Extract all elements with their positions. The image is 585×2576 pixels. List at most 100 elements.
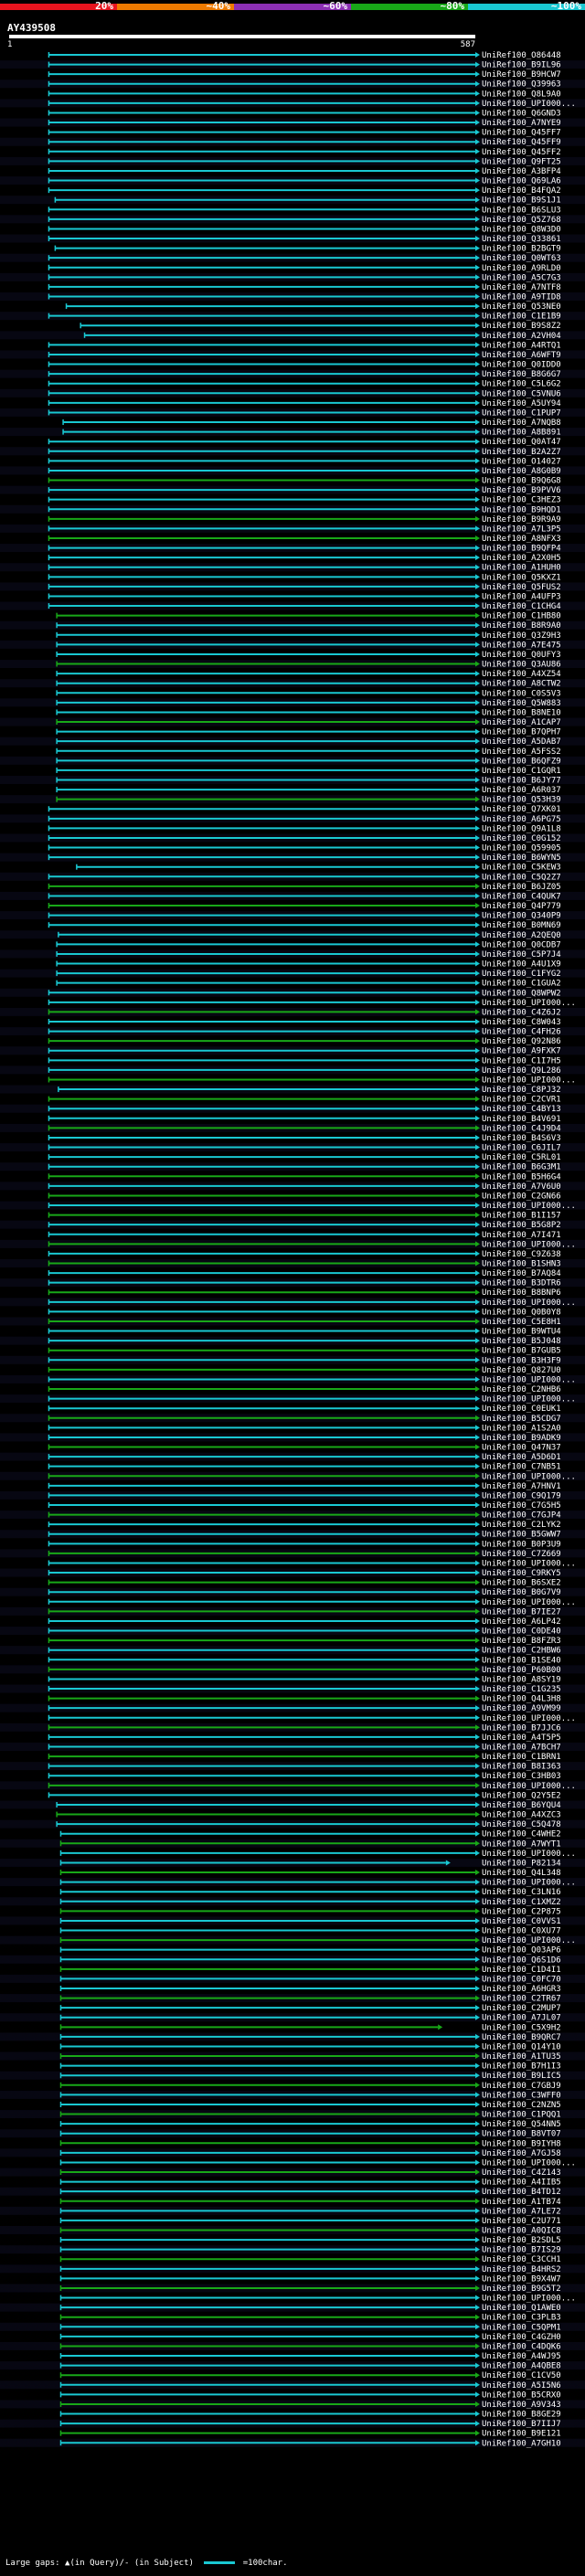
hit-label: UniRef100_A7WYT1	[482, 1839, 561, 1849]
hit-label: UniRef100_B0P3U9	[482, 1540, 561, 1549]
hit-bar-end-arrow	[475, 1570, 480, 1576]
hit-label: UniRef100_Q5Z768	[482, 216, 561, 225]
hit-label: UniRef100_B1SHN3	[482, 1260, 561, 1269]
hit-label: UniRef100_C4WHE2	[482, 1830, 561, 1839]
hit-label: UniRef100_C3HB03	[482, 1772, 561, 1781]
hit-bar-end-arrow	[475, 2305, 480, 2311]
hit-bar-end-arrow	[475, 148, 480, 154]
hit-label: UniRef100_B4FQA2	[482, 186, 561, 196]
hit-bar-end-arrow	[475, 631, 480, 638]
hit-label: UniRef100_A8G0B9	[482, 467, 561, 476]
hit-bar-end-arrow	[475, 2430, 480, 2436]
hit-label: UniRef100_B9HQD1	[482, 505, 561, 514]
hit-label: UniRef100_UPI000...	[482, 1782, 576, 1791]
hit-label: UniRef100_B7IS29	[482, 2246, 561, 2255]
hit-bar-end-arrow	[475, 2324, 480, 2330]
hit-label: UniRef100_A1CAP7	[482, 718, 561, 727]
hit-label: UniRef100_B8R9A0	[482, 621, 561, 631]
hit-label: UniRef100_A8SY19	[482, 1675, 561, 1684]
hit-bar-end-arrow	[475, 1502, 480, 1508]
hit-bar-end-arrow	[475, 110, 480, 116]
hit-label: UniRef100_A3BFP4	[482, 167, 561, 176]
hit-bar-end-arrow	[475, 1318, 480, 1324]
hit-bar-end-arrow	[475, 671, 480, 677]
hit-label: UniRef100_C3PLB3	[482, 2314, 561, 2323]
hit-bar-end-arrow	[475, 2169, 480, 2176]
identity-scale-label: 20%	[95, 0, 113, 12]
hit-label: UniRef100_Q0UFY3	[482, 651, 561, 660]
hit-label: UniRef100_UPI000...	[482, 1375, 576, 1384]
hit-bar-end-arrow	[475, 941, 480, 948]
hit-bar-end-arrow	[475, 1550, 480, 1556]
hit-bar-end-arrow	[475, 641, 480, 648]
hit-label: UniRef100_C0VVS1	[482, 1917, 561, 1926]
hit-bar-end-arrow	[438, 2024, 443, 2030]
hit-label: UniRef100_A2QEQ0	[482, 931, 561, 940]
hit-label: UniRef100_A4UFP3	[482, 592, 561, 601]
hit-label: UniRef100_B9S8Z2	[482, 322, 561, 331]
hit-label: UniRef100_C0DE40	[482, 1627, 561, 1637]
hit-bar-end-arrow	[475, 593, 480, 599]
hit-label: UniRef100_A8B891	[482, 429, 561, 438]
hit-label: UniRef100_C1XMZ2	[482, 1898, 561, 1907]
hit-bar-end-arrow	[475, 1473, 480, 1479]
hit-label: UniRef100_B3H3F9	[482, 1356, 561, 1365]
hit-bar-end-arrow	[475, 1376, 480, 1383]
hit-bar-end-arrow	[475, 283, 480, 290]
hit-bar-end-arrow	[475, 1733, 480, 1740]
hit-bar-end-arrow	[475, 960, 480, 967]
hit-bar-end-arrow	[475, 1087, 480, 1093]
hit-label: UniRef100_Q8L9A0	[482, 90, 561, 99]
hit-label: UniRef100_C5VNU6	[482, 389, 561, 398]
hit-bar-end-arrow	[475, 1115, 480, 1121]
hit-label: UniRef100_B4V691	[482, 1115, 561, 1124]
hit-label: UniRef100_B5GWW7	[482, 1531, 561, 1540]
hit-label: UniRef100_Q0AT47	[482, 438, 561, 447]
hit-bar-end-arrow	[475, 1434, 480, 1440]
hit-label: UniRef100_B7IIJ7	[482, 2420, 561, 2429]
hit-bar-end-arrow	[475, 690, 480, 696]
hit-label: UniRef100_C5L6G2	[482, 380, 561, 389]
hit-bar-end-arrow	[475, 1057, 480, 1064]
hit-label: UniRef100_Q5FUS2	[482, 583, 561, 592]
hit-label: UniRef100_Q59905	[482, 844, 561, 853]
hit-label: UniRef100_UPI000...	[482, 1299, 576, 1308]
hit-label: UniRef100_UPI000...	[482, 1598, 576, 1607]
hit-bar-end-arrow	[475, 2208, 480, 2214]
hit-bar-end-arrow	[475, 2082, 480, 2088]
hit-bar-end-arrow	[475, 806, 480, 812]
hit-label: UniRef100_Q5KXZ1	[482, 573, 561, 582]
hit-bar-end-arrow	[475, 1811, 480, 1818]
hit-bar-end-arrow	[475, 555, 480, 561]
hit-label: UniRef100_C4Z143	[482, 2168, 561, 2178]
hit-label: UniRef100_C4Z6J2	[482, 1008, 561, 1017]
hit-label: UniRef100_C7GBJ9	[482, 2082, 561, 2091]
hit-bar-end-arrow	[475, 2381, 480, 2388]
hit-label: UniRef100_C2U771	[482, 2217, 561, 2226]
hit-label: UniRef100_UPI000...	[482, 1202, 576, 1211]
hit-bar-end-arrow	[475, 1347, 480, 1353]
hit-label: UniRef100_Q0IDD0	[482, 361, 561, 370]
hit-bar-end-arrow	[475, 525, 480, 532]
hit-bar-end-arrow	[475, 950, 480, 957]
hit-bar-end-arrow	[475, 100, 480, 106]
hit-label: UniRef100_B7H1I3	[482, 2062, 561, 2072]
hit-bar-end-arrow	[475, 515, 480, 522]
hit-bar-end-arrow	[475, 1889, 480, 1895]
hit-bar-end-arrow	[475, 1357, 480, 1363]
hit-bar-end-arrow	[475, 1405, 480, 1412]
hit-bar-end-arrow	[475, 1019, 480, 1024]
identity-scale-label: ~80%	[441, 0, 465, 12]
hit-label: UniRef100_B9E121	[482, 2430, 561, 2439]
hit-bar-end-arrow	[475, 1908, 480, 1914]
hit-bar-end-arrow	[475, 293, 480, 300]
hit-label: UniRef100_A6HGR3	[482, 1985, 561, 1994]
hit-label: UniRef100_C0G152	[482, 834, 561, 843]
hit-label: UniRef100_B4S6V3	[482, 1134, 561, 1143]
hit-bar-end-arrow	[475, 1666, 480, 1672]
hit-bar-end-arrow	[475, 1222, 480, 1228]
hit-bar-end-arrow	[475, 1193, 480, 1199]
hit-label: UniRef100_C5X9H2	[482, 2023, 561, 2032]
hit-label: UniRef100_A7BCH7	[482, 1744, 561, 1753]
hit-bar-end-arrow	[475, 2198, 480, 2204]
